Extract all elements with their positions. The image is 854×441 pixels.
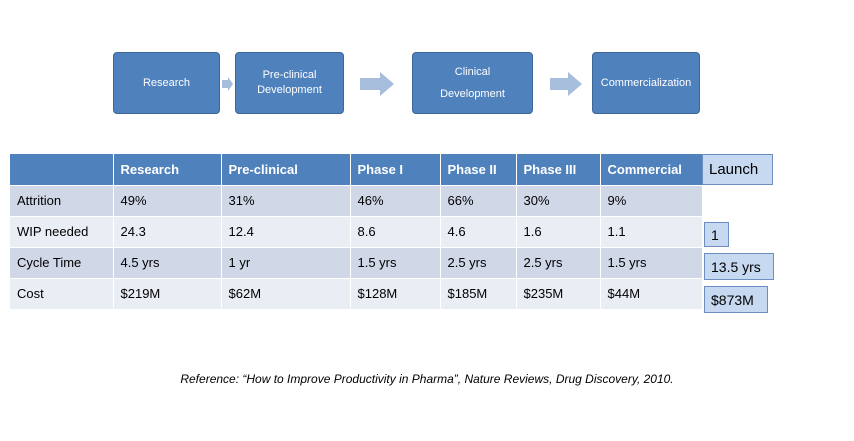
table-cell: $235M: [516, 278, 601, 310]
table-cell: 24.3: [113, 216, 222, 248]
table-cell: 9%: [600, 185, 703, 217]
row-label: Attrition: [10, 185, 114, 217]
header-cell: [10, 154, 114, 186]
table-cell: 30%: [516, 185, 601, 217]
stage-clinical-spacer: [440, 80, 505, 87]
table-cell: $44M: [600, 278, 703, 310]
row-label: Cost: [10, 278, 114, 310]
stage-commercialization-label: Commercialization: [600, 76, 692, 89]
launch-cost-value: $873M: [711, 291, 754, 308]
row-label: Cycle Time: [10, 247, 114, 279]
table-cell: 1.6: [516, 216, 601, 248]
header-cell: Research: [113, 154, 222, 186]
arrow-icon: [550, 72, 582, 96]
launch-cost-box: $873M: [704, 286, 768, 313]
reference-text: Reference: “How to Improve Productivity …: [180, 372, 674, 386]
stage-preclinical: Pre-clinical Development: [235, 52, 344, 114]
table-cell: 12.4: [221, 216, 351, 248]
table-row: Cycle Time 4.5 yrs 1 yr 1.5 yrs 2.5 yrs …: [10, 247, 703, 279]
table-cell: $62M: [221, 278, 351, 310]
stage-commercialization: Commercialization: [592, 52, 700, 114]
table-cell: 8.6: [350, 216, 441, 248]
table-cell: 49%: [113, 185, 222, 217]
arrow-icon: [222, 77, 233, 91]
arrow-icon: [360, 72, 394, 96]
header-cell: Commercial: [600, 154, 703, 186]
table-cell: 31%: [221, 185, 351, 217]
table-cell: $185M: [440, 278, 517, 310]
launch-wip-box: 1: [704, 222, 729, 247]
launch-cycle-time-box: 13.5 yrs: [704, 253, 774, 280]
stage-clinical-line1: Clinical: [454, 65, 491, 78]
table-cell: $219M: [113, 278, 222, 310]
table-header-row: Research Pre-clinical Phase I Phase II P…: [10, 154, 703, 186]
table-cell: 1.5 yrs: [350, 247, 441, 279]
row-label: WIP needed: [10, 216, 114, 248]
stage-clinical-line2: Development: [440, 87, 505, 100]
table-cell: 2.5 yrs: [440, 247, 517, 279]
launch-header-label: Launch: [709, 161, 759, 178]
launch-header-box: Launch: [702, 154, 773, 185]
stage-preclinical-line2: Development: [257, 84, 322, 96]
header-cell: Phase II: [440, 154, 517, 186]
pipeline-table: Research Pre-clinical Phase I Phase II P…: [10, 154, 703, 310]
header-cell: Pre-clinical: [221, 154, 351, 186]
table-cell: 4.5 yrs: [113, 247, 222, 279]
stage-clinical: Clinical Development: [412, 52, 533, 114]
table-row: WIP needed 24.3 12.4 8.6 4.6 1.6 1.1: [10, 216, 703, 248]
table-cell: 46%: [350, 185, 441, 217]
table-cell: $128M: [350, 278, 441, 310]
table-cell: 1.5 yrs: [600, 247, 703, 279]
table-row: Attrition 49% 31% 46% 66% 30% 9%: [10, 185, 703, 217]
stage-research: Research: [113, 52, 220, 114]
table-cell: 2.5 yrs: [516, 247, 601, 279]
launch-cycle-time-value: 13.5 yrs: [711, 258, 761, 275]
launch-wip-value: 1: [711, 226, 719, 243]
stage-research-label: Research: [142, 76, 191, 89]
table-cell: 1 yr: [221, 247, 351, 279]
table-cell: 4.6: [440, 216, 517, 248]
stage-preclinical-line1: Pre-clinical: [262, 69, 317, 82]
header-cell: Phase III: [516, 154, 601, 186]
table-row: Cost $219M $62M $128M $185M $235M $44M: [10, 278, 703, 310]
header-cell: Phase I: [350, 154, 441, 186]
table-cell: 66%: [440, 185, 517, 217]
table-cell: 1.1: [600, 216, 703, 248]
